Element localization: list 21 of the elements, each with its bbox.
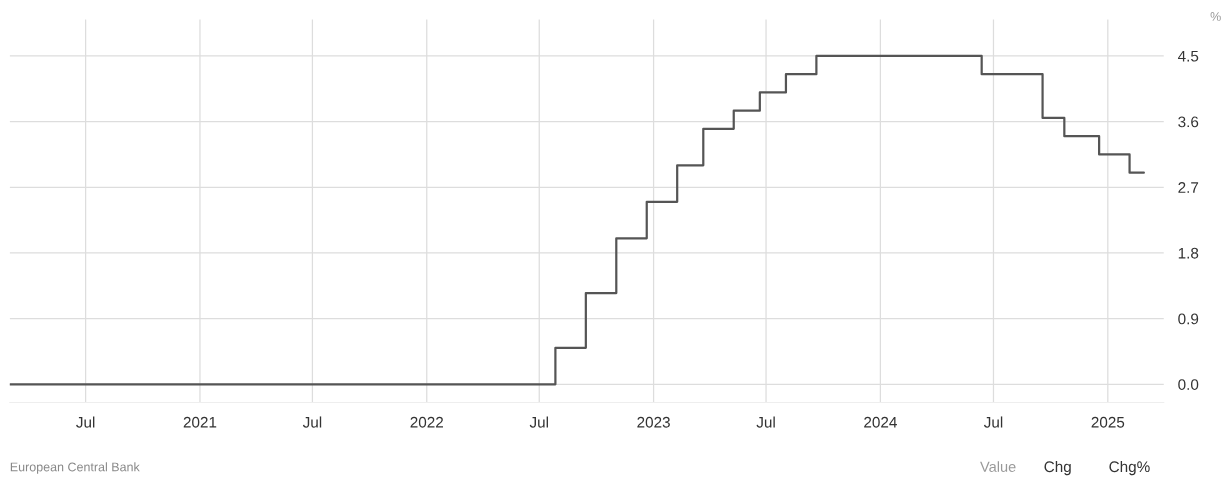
text: European Central Bank <box>10 462 140 474</box>
x-tick-label: Jul <box>529 416 548 428</box>
y-tick-label: 0.0 <box>1178 379 1199 390</box>
x-tick-label: 2022 <box>410 416 443 428</box>
text: Chg <box>1044 460 1071 476</box>
y-tick-label: 2.7 <box>1178 182 1199 193</box>
x-tick-label: Jul <box>983 416 1003 428</box>
x-tick-label: 2025 <box>1091 416 1125 428</box>
x-tick-label: Jul <box>76 416 95 428</box>
text: Value <box>980 461 1016 472</box>
y-axis-title: % <box>1210 12 1221 21</box>
x-tick-label: Jul <box>302 416 322 428</box>
x-tick-label: 2024 <box>864 416 897 428</box>
text: Chg% <box>1109 460 1150 476</box>
x-tick-label: 2023 <box>637 416 670 428</box>
y-tick-label: 0.9 <box>1178 313 1199 325</box>
x-tick-label: 2021 <box>183 416 217 428</box>
y-tick-label: 3.6 <box>1178 116 1199 128</box>
y-tick-label: 4.5 <box>1177 50 1199 62</box>
y-tick-label: 1.8 <box>1178 247 1199 259</box>
x-tick-label: Jul <box>756 416 775 428</box>
